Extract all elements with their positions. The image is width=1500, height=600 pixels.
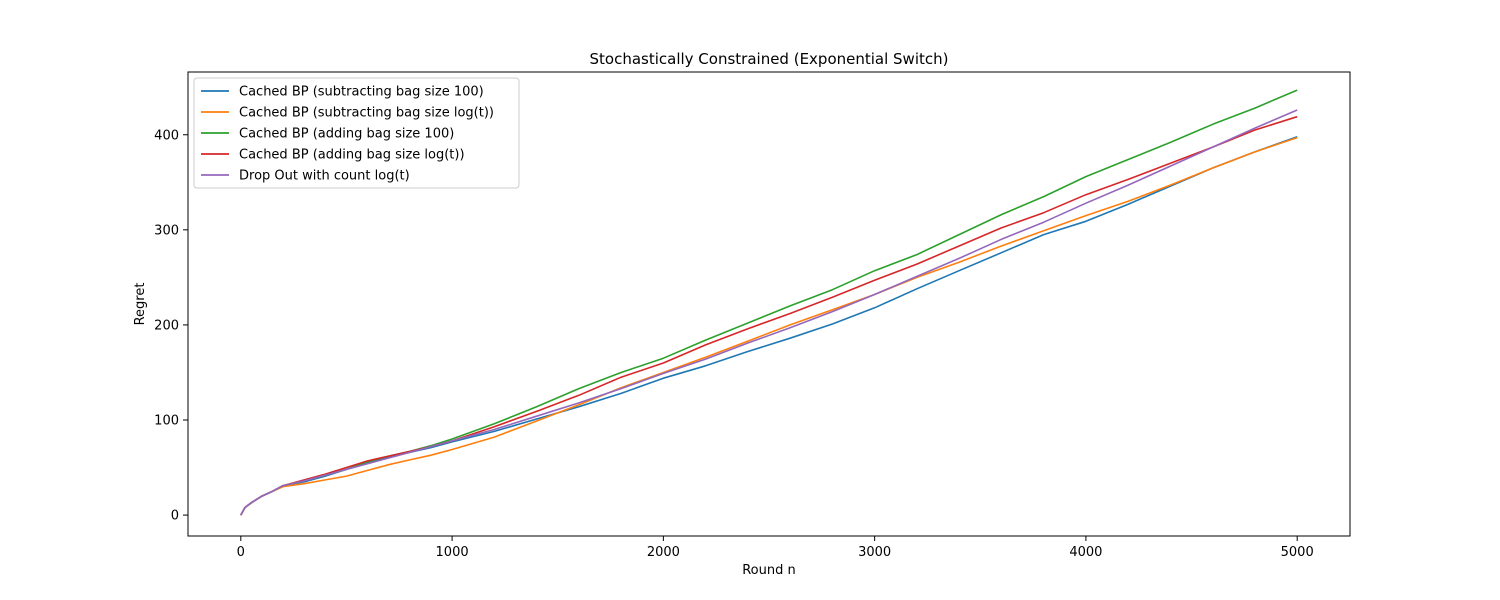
x-tick-label: 5000	[1281, 545, 1314, 560]
x-tick-label: 2000	[647, 545, 680, 560]
x-axis: 0 1000 2000 3000 4000 5000	[237, 536, 1314, 560]
x-tick-label: 3000	[858, 545, 891, 560]
y-tick-label: 400	[154, 128, 179, 143]
x-tick-label: 1000	[436, 545, 469, 560]
y-tick-label: 200	[154, 318, 179, 333]
y-tick-label: 0	[171, 509, 179, 524]
plot-frame	[187, 71, 1351, 537]
legend: Cached BP (subtracting bag size 100) Cach…	[193, 77, 520, 189]
plot-area	[240, 89, 1298, 516]
legend-box	[193, 77, 520, 189]
legend-label-3: Cached BP (adding bag size 100)	[239, 127, 454, 142]
y-tick-label: 300	[154, 223, 179, 238]
legend-label-5: Drop Out with count log(t)	[239, 169, 410, 184]
x-tick-label: 4000	[1069, 545, 1102, 560]
legend-label-1: Cached BP (subtracting bag size 100)	[239, 85, 484, 100]
y-axis: 0 100 200 300 400	[154, 128, 188, 524]
x-tick-label: 0	[237, 545, 245, 560]
chart-title: Stochastically Constrained (Exponential …	[590, 50, 949, 68]
series-line-5	[240, 109, 1298, 516]
x-axis-label: Round n	[742, 563, 796, 578]
y-tick-label: 100	[154, 414, 179, 429]
legend-label-4: Cached BP (adding bag size log(t))	[239, 148, 465, 163]
legend-label-2: Cached BP (subtracting bag size log(t))	[239, 106, 494, 121]
y-axis-label: Regret	[133, 283, 148, 326]
